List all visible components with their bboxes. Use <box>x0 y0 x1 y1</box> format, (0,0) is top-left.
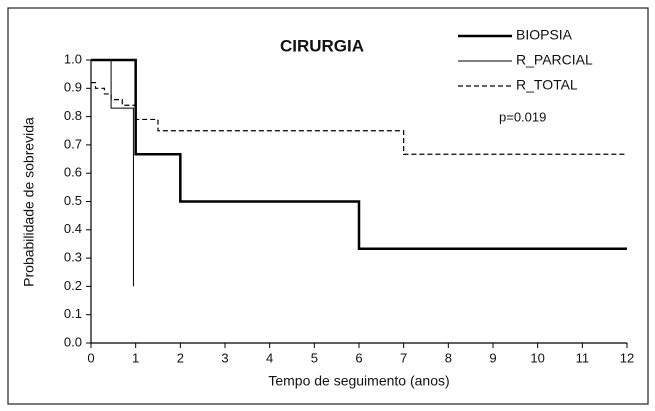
x-tick-label: 10 <box>530 350 544 365</box>
x-tick-label: 4 <box>266 350 273 365</box>
x-tick-label: 12 <box>620 350 634 365</box>
y-tick-label: 0.8 <box>64 108 82 123</box>
x-tick-label: 6 <box>355 350 362 365</box>
x-tick-label: 2 <box>177 350 184 365</box>
legend-label: R_PARCIAL <box>516 52 593 68</box>
x-tick-label: 3 <box>221 350 228 365</box>
y-tick-label: 0.2 <box>64 278 82 293</box>
x-axis-label: Tempo de seguimento (anos) <box>268 373 449 389</box>
chart-title: CIRURGIA <box>280 36 364 55</box>
legend-label: BIOPSIA <box>516 27 573 43</box>
y-axis-label: Probabilidade de sobrevida <box>21 117 37 287</box>
survival-line <box>91 82 627 155</box>
x-tick-label: 7 <box>400 350 407 365</box>
y-tick-label: 0.6 <box>64 165 82 180</box>
y-tick-label: 0.4 <box>64 221 82 236</box>
x-tick-label: 11 <box>576 350 590 365</box>
y-tick-label: 0.9 <box>64 80 82 95</box>
annotation: p=0.019 <box>499 109 546 124</box>
y-tick-label: 0.5 <box>64 193 82 208</box>
x-tick-label: 1 <box>132 350 139 365</box>
y-tick-label: 0.0 <box>64 334 82 349</box>
y-tick-label: 1.0 <box>64 51 82 66</box>
x-tick-label: 5 <box>311 350 318 365</box>
frame <box>7 7 649 405</box>
x-tick-label: 9 <box>489 350 496 365</box>
legend-label: R_TOTAL <box>516 77 578 93</box>
x-tick-label: 0 <box>87 350 94 365</box>
survival-line <box>91 58 627 251</box>
survival-line <box>91 59 134 287</box>
y-tick-label: 0.7 <box>64 136 82 151</box>
y-tick-label: 0.3 <box>64 250 82 265</box>
x-tick-label: 8 <box>445 350 452 365</box>
y-tick-label: 0.1 <box>64 306 82 321</box>
